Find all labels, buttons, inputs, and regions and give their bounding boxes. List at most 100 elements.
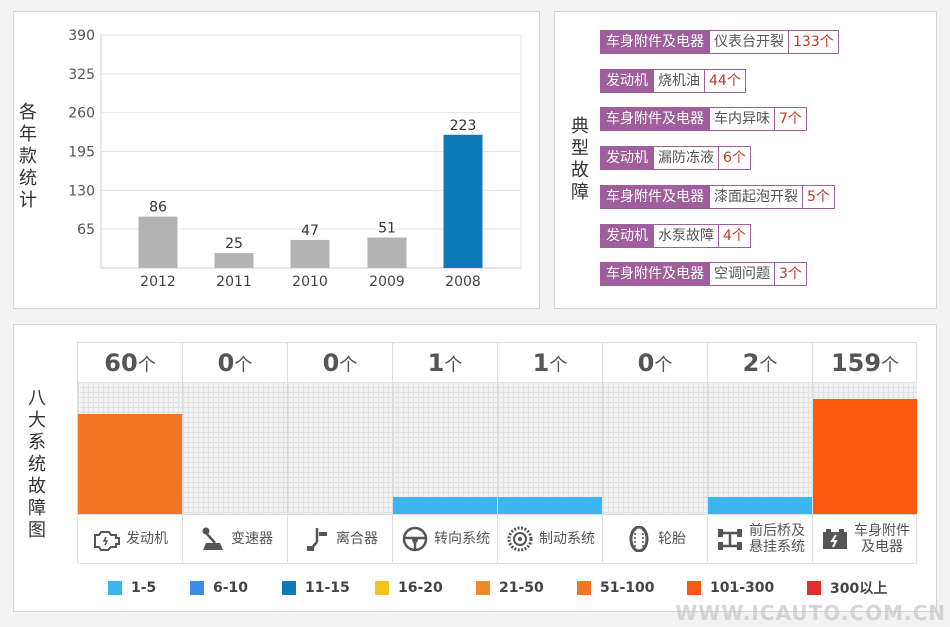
engine-icon <box>92 524 122 554</box>
system-name: 前后桥及 悬挂系统 <box>749 523 805 555</box>
system-fill-area <box>498 382 602 514</box>
fault-row[interactable]: 发动机 漏防冻液 6个 <box>600 146 751 170</box>
fault-count: 4个 <box>719 224 751 248</box>
system-count: 0个 <box>288 342 392 383</box>
legend-label: 101-300 <box>710 580 775 596</box>
fault-row[interactable]: 发动机 烧机油 44个 <box>600 69 746 93</box>
fault-count: 3个 <box>775 262 807 286</box>
fault-row[interactable]: 发动机 水泵故障 4个 <box>600 224 751 248</box>
system-column[interactable]: 0个离合器 <box>287 342 392 564</box>
system-name: 离合器 <box>336 531 378 547</box>
system-column[interactable]: 159个车身附件 及电器 <box>812 342 917 564</box>
fault-row[interactable]: 车身附件及电器 车内异味 7个 <box>600 107 807 131</box>
legend-swatch <box>577 581 591 595</box>
fault-name: 烧机油 <box>654 69 705 93</box>
system-count-number: 0 <box>637 349 655 377</box>
legend-swatch <box>476 581 490 595</box>
fault-name: 水泵故障 <box>654 224 719 248</box>
fault-system-tag: 车身附件及电器 <box>600 107 710 131</box>
brake-disc-icon <box>505 524 535 554</box>
system-label-cell: 发动机 <box>78 514 182 564</box>
legend-label: 6-10 <box>213 580 249 596</box>
fault-row[interactable]: 车身附件及电器 仪表台开裂 133个 <box>600 30 839 54</box>
system-count-unit: 个 <box>234 355 253 376</box>
system-label-cell: 车身附件 及电器 <box>813 514 917 564</box>
legend-label: 21-50 <box>499 580 544 596</box>
system-fill-bar <box>393 497 497 514</box>
legend-swatch <box>190 581 204 595</box>
legend-item: 6-10 <box>190 578 282 598</box>
system-count: 60个 <box>78 342 182 383</box>
tire-icon <box>624 524 654 554</box>
system-count-unit: 个 <box>881 355 900 376</box>
system-name: 转向系统 <box>434 531 490 547</box>
system-fill-area <box>603 382 707 514</box>
legend-swatch <box>687 581 701 595</box>
fault-system-tag: 车身附件及电器 <box>600 262 710 286</box>
legend-label: 51-100 <box>600 580 655 596</box>
fault-system-tag: 车身附件及电器 <box>600 185 710 209</box>
system-column[interactable]: 0个 变速器 <box>182 342 287 564</box>
system-fill-bar <box>498 497 602 514</box>
system-count: 0个 <box>603 342 707 383</box>
legend-item: 51-100 <box>577 578 687 598</box>
fault-system-tag: 车身附件及电器 <box>600 30 710 54</box>
system-label-cell: 轮胎 <box>603 514 707 564</box>
system-column[interactable]: 2个前后桥及 悬挂系统 <box>707 342 812 564</box>
legend-label: 16-20 <box>398 580 443 596</box>
year-stats-panel <box>13 11 540 309</box>
system-name-line: 及电器 <box>861 539 903 555</box>
legend-label: 300以上 <box>830 581 888 597</box>
system-count: 1个 <box>498 342 602 383</box>
system-count-unit: 个 <box>339 355 358 376</box>
system-count: 1个 <box>393 342 497 383</box>
gear-shifter-icon <box>197 524 227 554</box>
system-count-unit: 个 <box>759 355 778 376</box>
system-label-cell: 前后桥及 悬挂系统 <box>708 514 812 564</box>
system-count-unit: 个 <box>137 355 156 376</box>
steering-wheel-icon <box>400 524 430 554</box>
fault-count: 6个 <box>719 146 751 170</box>
system-count: 159个 <box>813 342 917 383</box>
system-count-unit: 个 <box>549 355 568 376</box>
system-fill-area <box>288 382 392 514</box>
fault-system-tag: 发动机 <box>600 224 654 248</box>
fault-row[interactable]: 车身附件及电器 空调问题 3个 <box>600 262 807 286</box>
system-fill-area <box>708 382 812 514</box>
system-fill-bar <box>78 414 182 514</box>
system-count-number: 0 <box>322 349 340 377</box>
system-column[interactable]: 0个轮胎 <box>602 342 707 564</box>
fault-row[interactable]: 车身附件及电器 漆面起泡开裂 5个 <box>600 185 835 209</box>
legend-item: 21-50 <box>476 578 577 598</box>
fault-name: 车内异味 <box>710 107 775 131</box>
legend-swatch <box>807 581 821 595</box>
system-name: 制动系统 <box>539 531 595 547</box>
system-count-number: 159 <box>830 349 882 377</box>
system-column[interactable]: 60个发动机 <box>77 342 182 564</box>
system-fill-area <box>78 382 182 514</box>
legend-item: 300以上 <box>807 578 897 598</box>
fault-count: 44个 <box>705 69 746 93</box>
system-count: 2个 <box>708 342 812 383</box>
system-label-cell: 转向系统 <box>393 514 497 564</box>
system-name-line: 车身附件 <box>854 523 910 539</box>
system-name: 车身附件 及电器 <box>854 523 910 555</box>
axle-suspension-icon <box>715 524 745 554</box>
fault-name: 漏防冻液 <box>654 146 719 170</box>
system-name: 轮胎 <box>658 531 686 547</box>
legend-label: 11-15 <box>305 580 350 596</box>
system-label-cell: 变速器 <box>183 514 287 564</box>
fault-name: 漆面起泡开裂 <box>710 185 803 209</box>
severity-legend: 1-5 6-10 11-15 16-20 21-50 51-100 101-300 300以上 <box>108 578 897 598</box>
legend-item: 11-15 <box>282 578 375 598</box>
system-fill-area <box>813 382 917 514</box>
system-name-line: 悬挂系统 <box>749 539 805 555</box>
legend-item: 101-300 <box>687 578 807 598</box>
system-name-line: 前后桥及 <box>749 523 805 539</box>
system-column[interactable]: 1个制动系统 <box>497 342 602 564</box>
system-fill-bar <box>708 497 812 514</box>
system-name: 发动机 <box>126 531 168 547</box>
system-column[interactable]: 1个转向系统 <box>392 342 497 564</box>
legend-label: 1-5 <box>131 580 157 596</box>
watermark: WWW.ICAUTO.COM.CN <box>675 601 946 625</box>
